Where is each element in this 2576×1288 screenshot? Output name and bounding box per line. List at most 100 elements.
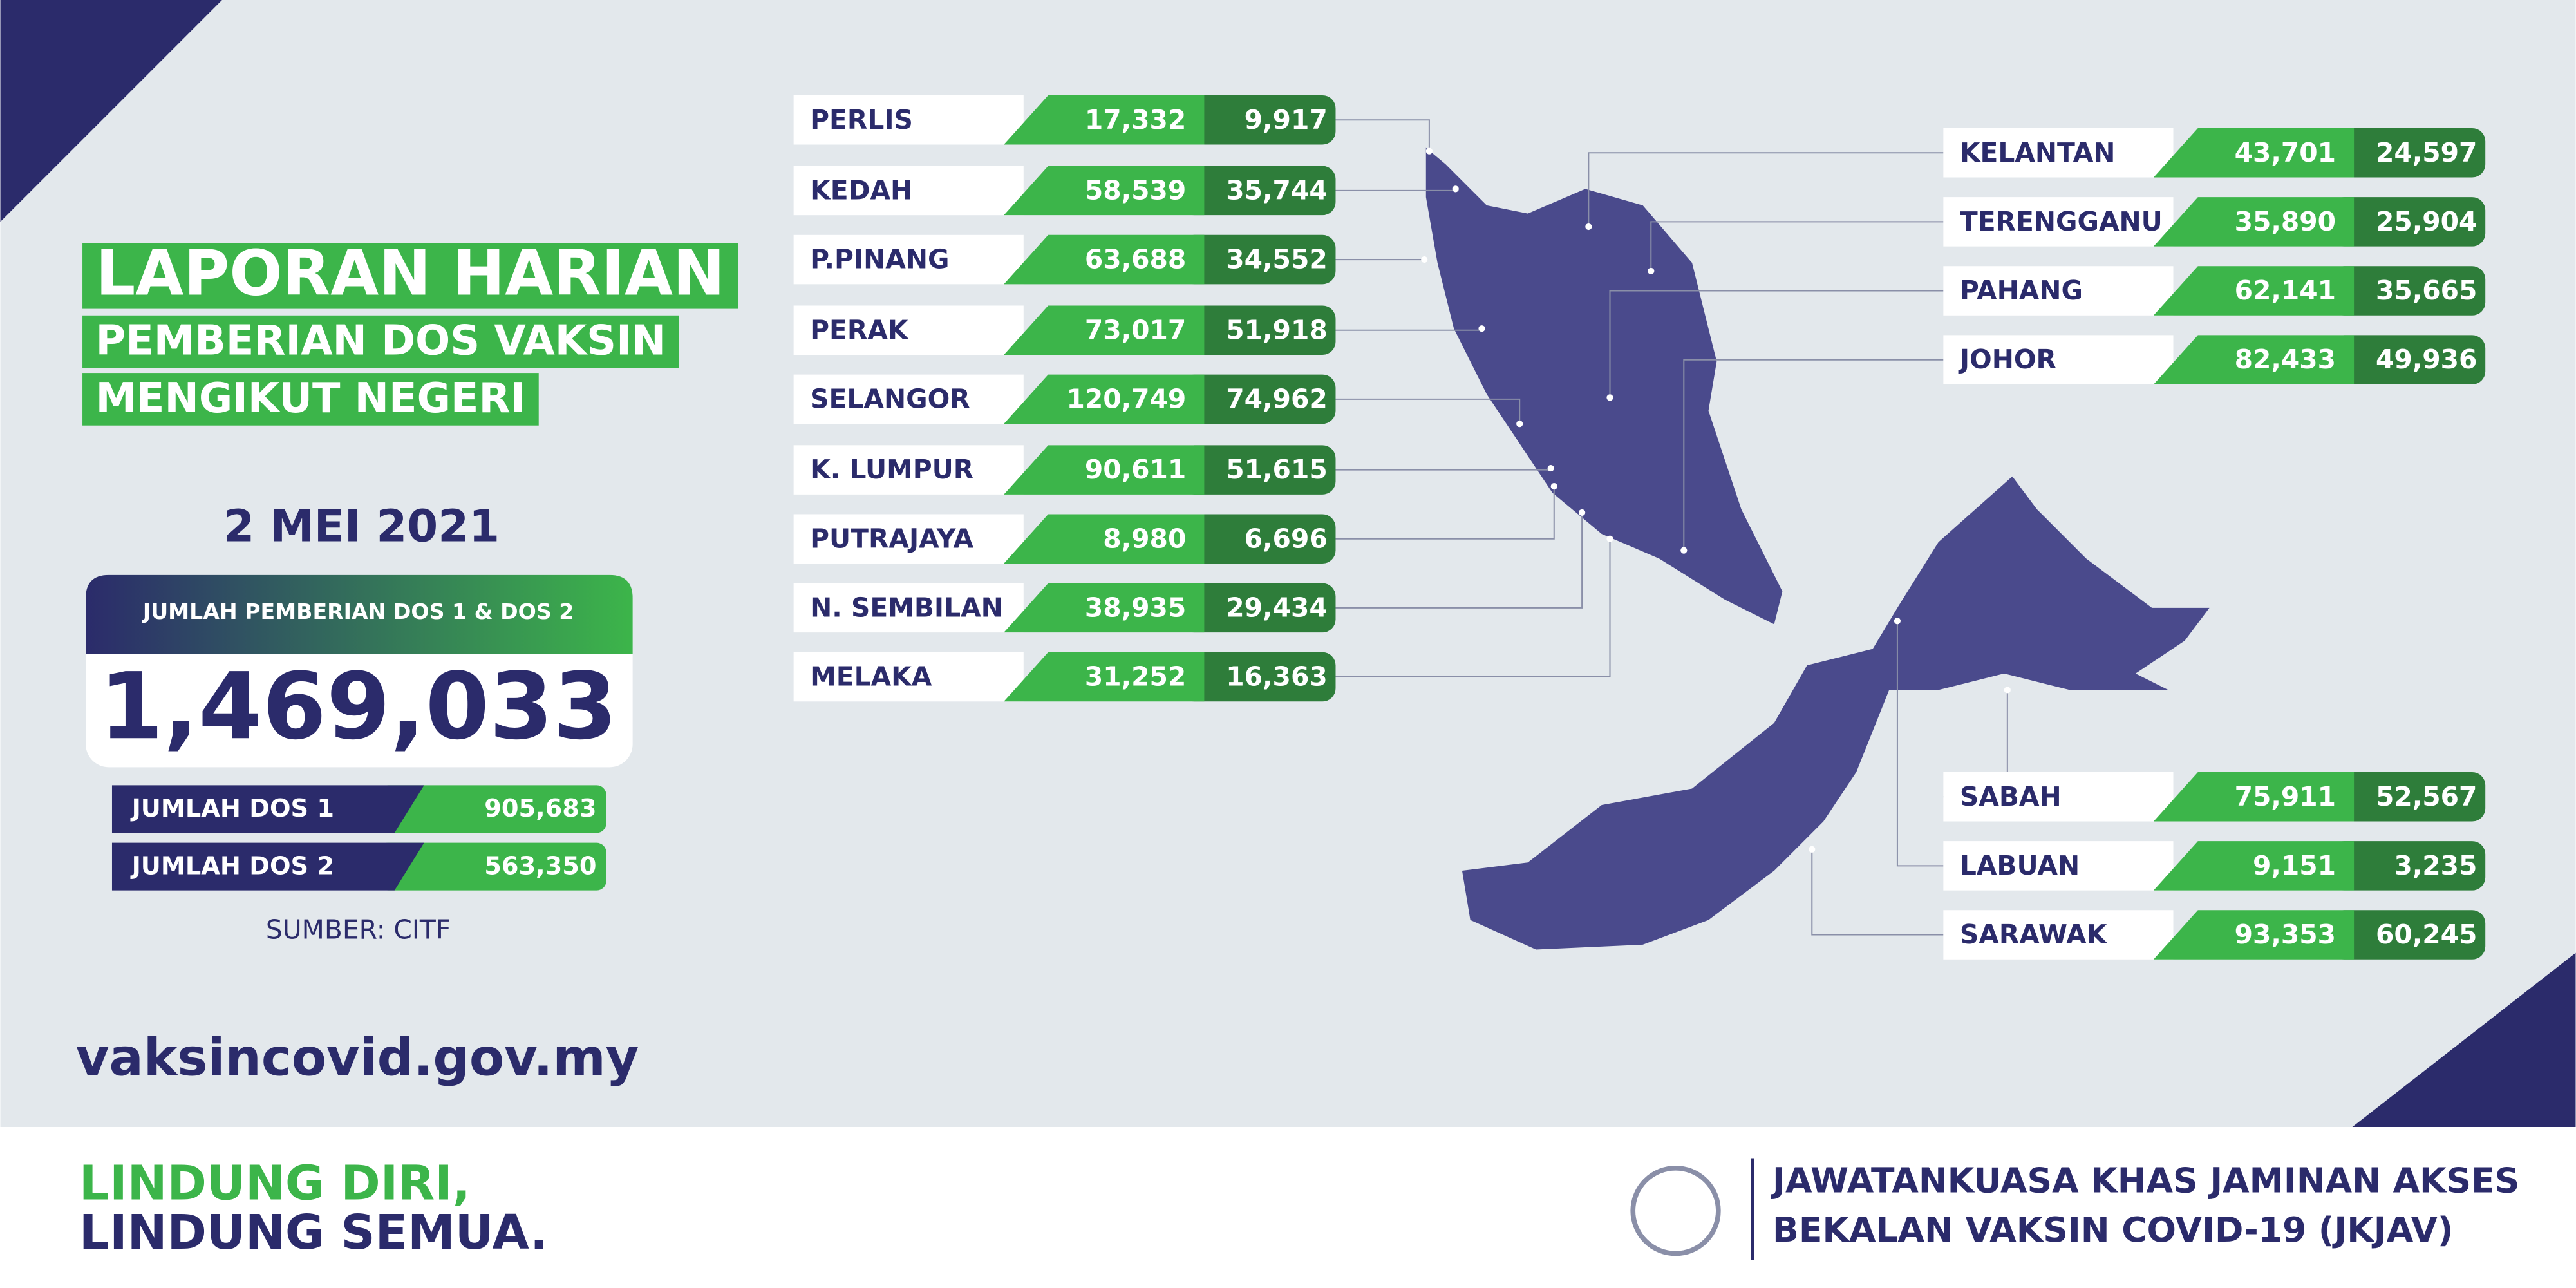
dose2-box bbox=[2331, 335, 2486, 384]
dose2-value: 51,615 bbox=[1226, 454, 1327, 485]
leader-line bbox=[1335, 486, 1555, 540]
map-point bbox=[1425, 147, 1433, 155]
footer bbox=[0, 1127, 2576, 1288]
state-name: TERENGGANU bbox=[1960, 206, 2163, 237]
map-point bbox=[1894, 618, 1901, 625]
name-box bbox=[793, 652, 1024, 702]
name-box bbox=[793, 445, 1024, 495]
name-box bbox=[793, 583, 1024, 633]
dose2-box bbox=[2331, 128, 2486, 178]
dose1-value: 73,017 bbox=[1085, 314, 1186, 345]
dose-value: 905,683 bbox=[484, 794, 596, 823]
dose2-box bbox=[2331, 197, 2486, 247]
name-box bbox=[1943, 128, 2174, 178]
dose1-box bbox=[2153, 128, 2355, 178]
dose1-box bbox=[1004, 445, 1205, 495]
map-point bbox=[1648, 267, 1655, 275]
dose1-value: 75,911 bbox=[2235, 781, 2336, 812]
corner bbox=[2352, 952, 2576, 1127]
agency: BEKALAN VAKSIN COVID-19 (JKJAV) bbox=[1772, 1209, 2453, 1250]
leader-line bbox=[1683, 359, 1944, 551]
dose2-value: 35,744 bbox=[1226, 175, 1327, 205]
dose1-value: 9,151 bbox=[2253, 850, 2336, 881]
dose2-value: 60,245 bbox=[2376, 919, 2477, 950]
title-box bbox=[82, 315, 679, 368]
state-name: N. SEMBILAN bbox=[810, 592, 1003, 623]
map-point bbox=[1585, 223, 1592, 231]
dose1-box bbox=[1004, 652, 1205, 702]
dose-label: JUMLAH DOS 1 bbox=[130, 794, 334, 823]
name-box bbox=[793, 95, 1024, 145]
dose1-box bbox=[2153, 266, 2355, 316]
source: SUMBER: CITF bbox=[266, 914, 451, 945]
map-point bbox=[1809, 846, 1816, 853]
dose2-box bbox=[2331, 910, 2486, 960]
dose2-box bbox=[1181, 445, 1336, 495]
map-peninsular bbox=[1425, 147, 1783, 625]
name-box bbox=[793, 234, 1024, 285]
state-name: PAHANG bbox=[1960, 275, 2083, 306]
dose2-box bbox=[1181, 166, 1336, 216]
dose2-value: 16,363 bbox=[1226, 661, 1327, 692]
dose1-box bbox=[2153, 197, 2355, 247]
leader-line bbox=[1335, 119, 1430, 151]
title-box bbox=[82, 373, 539, 426]
total-header bbox=[86, 574, 633, 654]
name-box bbox=[1943, 197, 2174, 247]
dose1-box bbox=[1004, 583, 1205, 633]
dose-value-box bbox=[378, 842, 606, 891]
map-point bbox=[1606, 535, 1613, 542]
dose1-value: 8,980 bbox=[1103, 523, 1186, 554]
state-rows: PERLIS 17,332 9,917 KEDAH 58,539 35,744 P.PINA… bbox=[793, 95, 2486, 960]
dose2-value: 49,936 bbox=[2376, 344, 2477, 375]
dose1-box bbox=[2153, 335, 2355, 384]
state-name: KELANTAN bbox=[1960, 137, 2116, 168]
dose2-value: 29,434 bbox=[1226, 592, 1327, 623]
state-name: PERAK bbox=[810, 314, 909, 345]
dose-value-box bbox=[378, 785, 606, 833]
dose2-box bbox=[2331, 266, 2486, 316]
dose1-value: 31,252 bbox=[1085, 661, 1186, 692]
title-line: PEMBERIAN DOS VAKSIN bbox=[95, 317, 666, 365]
dose1-box bbox=[2153, 910, 2355, 960]
state-name: KEDAH bbox=[810, 175, 912, 205]
agency: JAWATANKUASA KHAS JAMINAN AKSES bbox=[1771, 1160, 2519, 1200]
leader-line bbox=[1335, 538, 1611, 678]
dose-label-box bbox=[111, 842, 424, 891]
state-name: MELAKA bbox=[810, 661, 932, 692]
dose1-value: 63,688 bbox=[1085, 244, 1186, 275]
state-name: PERLIS bbox=[810, 104, 913, 135]
leader-lines bbox=[1335, 119, 2011, 936]
dose2-value: 35,665 bbox=[2376, 275, 2477, 306]
dose2-box bbox=[2331, 772, 2486, 822]
dose1-box bbox=[1004, 234, 1205, 285]
logo bbox=[1630, 1165, 1721, 1256]
name-box bbox=[1943, 841, 2174, 891]
dose2-box bbox=[2331, 841, 2486, 891]
map-point bbox=[1680, 547, 1688, 554]
dose1-value: 17,332 bbox=[1085, 104, 1186, 135]
dose1-box bbox=[1004, 305, 1205, 355]
slogan: LINDUNG SEMUA. bbox=[79, 1205, 548, 1260]
dose2-value: 51,918 bbox=[1226, 314, 1327, 345]
dose1-value: 38,935 bbox=[1085, 592, 1186, 623]
map-point bbox=[2004, 687, 2011, 694]
name-box bbox=[1943, 772, 2174, 822]
dose2-value: 74,962 bbox=[1226, 383, 1327, 414]
title-box bbox=[82, 243, 738, 309]
total-value: 1,469,033 bbox=[99, 652, 617, 760]
dose1-value: 93,353 bbox=[2235, 919, 2336, 950]
doses: JUMLAH DOS 1 905,683 JUMLAH DOS 2 563,350 bbox=[111, 785, 606, 891]
name-box bbox=[1943, 910, 2174, 960]
total-label: JUMLAH PEMBERIAN DOS 1 & DOS 2 bbox=[142, 599, 574, 624]
dose1-box bbox=[1004, 374, 1205, 424]
state-name: SABAH bbox=[1960, 781, 2062, 812]
name-box bbox=[793, 166, 1024, 216]
dose-label: JUMLAH DOS 2 bbox=[130, 851, 334, 880]
dose2-box bbox=[1181, 583, 1336, 633]
map-point bbox=[1550, 483, 1557, 490]
dose2-box bbox=[1181, 305, 1336, 355]
website: vaksincovid.gov.my bbox=[76, 1028, 639, 1087]
map-point bbox=[1478, 325, 1485, 332]
